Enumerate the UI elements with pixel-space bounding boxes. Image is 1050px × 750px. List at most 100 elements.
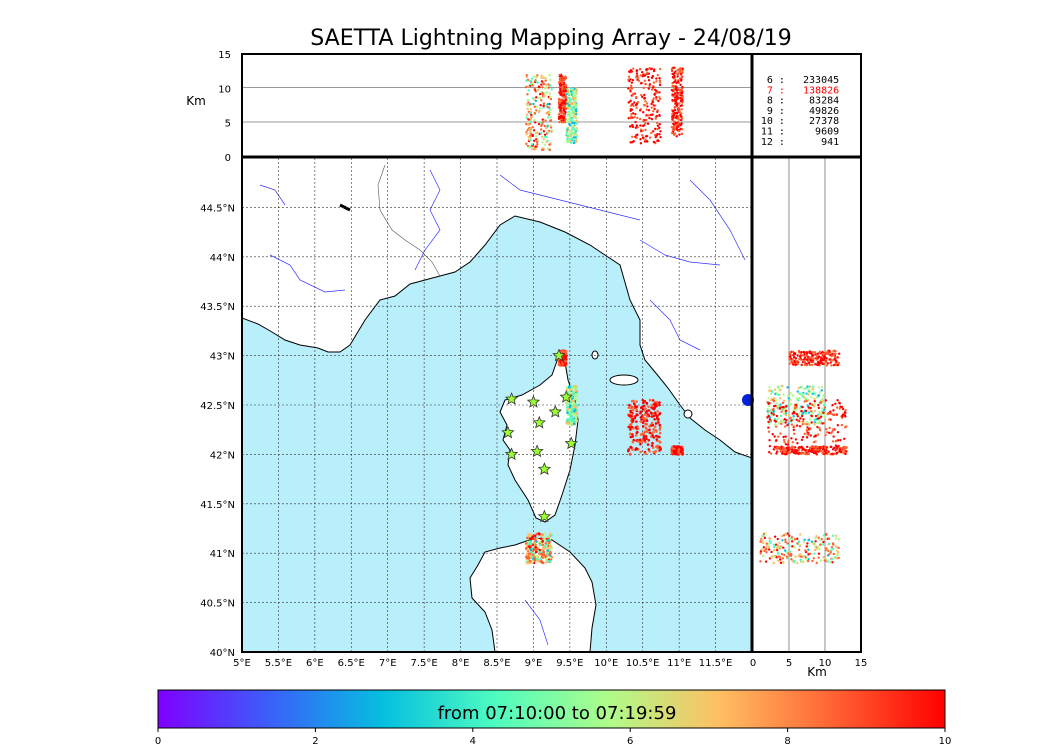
source-point-alt-lat [801,422,804,426]
source-point-lon-alt [571,124,575,128]
source-point-lon-alt [572,127,575,131]
source-point [544,557,548,561]
station-star-icon [532,415,547,429]
source-point [533,534,537,538]
source-point [647,405,650,408]
source-point-alt-lat [825,357,828,360]
right-panel: 0 5 10 15 Km [742,158,867,679]
source-point-alt-lat [773,555,776,558]
source-point-alt-lat [797,548,801,552]
source-point [529,555,533,558]
source-point-lon-alt [543,87,546,90]
source-point-alt-lat [838,401,841,404]
source-point-alt-lat [824,399,828,402]
source-point-alt-lat [788,362,791,365]
source-point-lon-alt [526,107,529,111]
source-point-alt-lat [759,540,762,543]
source-point [651,446,655,449]
source-point-lon-alt [570,117,573,120]
source-point-lon-alt [529,117,533,121]
source-point-alt-lat [807,411,811,414]
lon-tick-label: 11°E [667,658,691,669]
source-point-alt-lat [845,425,848,428]
source-point-lon-alt [639,82,643,85]
source-point-lon-alt [632,67,635,70]
source-point-lon-alt [572,111,575,114]
source-point-alt-lat [772,397,776,400]
source-point [639,410,643,413]
source-point-alt-lat [786,443,790,446]
source-point-lon-alt [639,74,642,77]
source-point [557,362,561,366]
source-point-lon-alt [532,129,536,132]
source-point-lon-alt [559,80,562,83]
source-point-alt-lat [835,545,838,548]
source-point-alt-lat [797,540,801,544]
source-point [546,559,550,563]
source-point-alt-lat [811,448,814,451]
colorbar: from 07:10:00 to 07:19:59 0 2 4 6 8 10 [155,689,951,747]
source-point-alt-lat [767,543,770,546]
source-point-alt-lat [768,537,772,541]
source-point-lon-alt [562,92,565,95]
source-point-alt-lat [777,417,780,420]
source-point-alt-lat [797,413,801,416]
source-point-alt-lat [781,401,785,405]
source-point [652,450,656,454]
source-point-alt-lat [773,419,777,422]
source-point [644,435,648,438]
source-point [537,553,541,556]
source-point-alt-lat [810,414,813,418]
source-point-lon-alt [631,103,634,106]
lon-tick-label: 9°E [525,658,543,669]
source-point [673,450,676,454]
source-point-alt-lat [784,435,787,438]
source-point-lon-alt [670,88,674,92]
station-star-icon [537,462,552,475]
source-point [655,438,659,441]
source-point-alt-lat [790,423,794,426]
source-point-alt-lat [782,447,786,451]
source-point-lon-alt [531,134,534,138]
source-point-alt-lat [804,549,807,552]
colorbar-label: from 07:10:00 to 07:19:59 [438,703,677,724]
source-point-lon-alt [525,142,528,146]
source-point-lon-alt [542,104,545,107]
source-point-alt-lat [781,557,785,560]
source-point [629,422,633,426]
source-point-lon-alt [569,90,573,93]
source-point-lon-alt [540,83,543,86]
source-point-lon-alt [537,85,541,88]
source-point-lon-alt [643,97,646,100]
source-point-lon-alt [672,120,676,123]
source-point [635,420,638,423]
source-point-lon-alt [644,122,647,125]
source-point-lon-alt [676,97,679,100]
source-point-lon-alt [546,139,549,143]
source-point-alt-lat [783,417,787,421]
source-point-lon-alt [645,102,649,105]
source-point-lon-alt [569,119,572,122]
source-point-lon-alt [525,116,529,119]
source-point-alt-lat [797,446,801,449]
source-point [648,431,652,435]
source-point-alt-lat [794,452,797,455]
source-point-alt-lat [826,362,830,365]
source-point-lon-alt [651,100,655,104]
source-point-lon-alt [572,141,576,145]
source-point [546,552,549,556]
top-panel-background [242,54,752,157]
source-point-alt-lat [819,415,823,418]
source-point-lon-alt [533,118,536,122]
source-point-lon-alt [679,70,682,74]
source-point [635,447,639,451]
source-point-alt-lat [773,445,776,449]
source-point-alt-lat [766,410,769,413]
source-point [541,561,545,565]
source-point-alt-lat [819,559,822,562]
source-point-alt-lat [793,406,796,410]
source-point-alt-lat [831,440,835,443]
source-point-alt-lat [815,354,818,357]
source-point-lon-alt [541,120,545,124]
